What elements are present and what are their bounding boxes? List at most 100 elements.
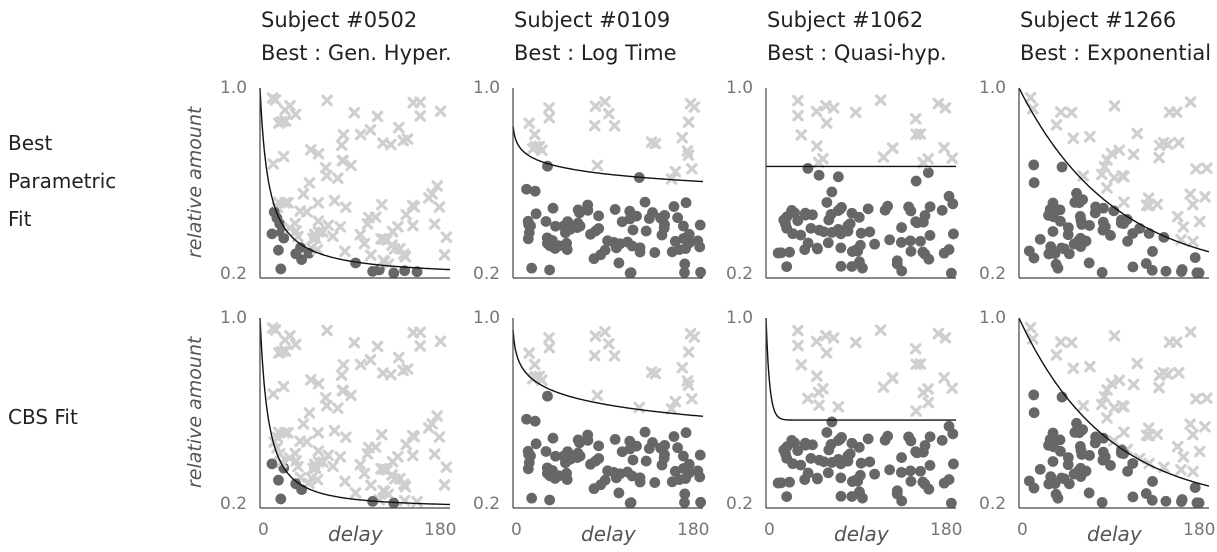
immediate-choice-marker xyxy=(919,440,931,451)
immediate-choice-marker xyxy=(624,435,636,447)
immediate-choice-marker xyxy=(948,458,959,470)
later-choice-marker xyxy=(358,237,371,250)
y-tick-label: 0.2 xyxy=(726,264,754,284)
immediate-choice-marker xyxy=(891,258,903,270)
immediate-choice-marker xyxy=(784,246,795,258)
later-choice-marker xyxy=(414,96,426,109)
immediate-choice-marker xyxy=(911,447,923,459)
later-choice-marker xyxy=(649,137,662,150)
later-choice-marker xyxy=(1084,130,1096,143)
later-choice-marker xyxy=(1084,360,1096,373)
later-choice-marker xyxy=(1153,381,1165,394)
immediate-choice-marker xyxy=(674,244,685,256)
immediate-choice-marker xyxy=(672,212,684,224)
later-choice-marker xyxy=(377,484,390,497)
immediate-choice-marker xyxy=(627,454,639,466)
later-choice-marker xyxy=(1050,349,1063,361)
immediate-choice-marker xyxy=(1075,445,1087,456)
immediate-choice-marker xyxy=(273,474,284,486)
subject-id: Subject #1266 xyxy=(1020,8,1177,32)
later-choice-marker xyxy=(294,205,306,217)
later-choice-marker xyxy=(273,117,285,129)
immediate-choice-marker xyxy=(1097,216,1109,228)
y-tick-label: 1.0 xyxy=(726,308,754,328)
later-choice-marker xyxy=(303,177,316,189)
later-choice-marker xyxy=(1131,357,1144,370)
subject-id: Subject #0109 xyxy=(514,8,671,32)
later-choice-marker xyxy=(279,197,291,209)
later-choice-marker xyxy=(267,158,280,170)
x-tick-label: 0 xyxy=(764,520,775,540)
immediate-choice-marker xyxy=(572,434,584,446)
immediate-choice-marker xyxy=(1052,262,1064,274)
y-tick-label: 0.2 xyxy=(220,264,248,284)
x-tick-label: 180 xyxy=(1183,520,1216,540)
later-choice-marker xyxy=(682,116,695,128)
later-choice-marker xyxy=(676,361,689,374)
scatter-panel xyxy=(512,88,707,279)
subject-title-0502: Subject #0502 Best : Gen. Hyper. xyxy=(261,4,452,70)
later-choice-marker xyxy=(297,188,310,200)
later-choice-marker xyxy=(392,351,405,364)
scatter-panel xyxy=(512,318,707,509)
later-choice-marker xyxy=(375,198,388,211)
immediate-choice-marker xyxy=(1077,194,1088,206)
immediate-choice-marker xyxy=(786,205,798,216)
y-tick-label: 1.0 xyxy=(473,308,501,328)
x-axis-label: delay xyxy=(1087,522,1142,546)
immediate-choice-marker xyxy=(795,229,807,241)
immediate-choice-marker xyxy=(593,440,604,452)
immediate-choice-marker xyxy=(1191,267,1203,279)
immediate-choice-marker xyxy=(795,459,807,471)
immediate-choice-marker xyxy=(640,455,652,467)
later-choice-marker xyxy=(365,479,377,491)
later-choice-marker xyxy=(312,215,325,227)
later-choice-marker xyxy=(1201,392,1213,404)
immediate-choice-marker xyxy=(943,190,955,202)
later-choice-marker xyxy=(1027,103,1039,115)
later-choice-marker xyxy=(910,128,923,141)
later-choice-marker xyxy=(423,422,435,434)
later-choice-marker xyxy=(1170,106,1183,119)
immediate-choice-marker xyxy=(855,227,867,239)
immediate-choice-marker xyxy=(674,474,685,486)
immediate-choice-marker xyxy=(266,458,278,470)
later-choice-marker xyxy=(676,131,689,144)
subject-title-1266: Subject #1266 Best : Exponential xyxy=(1020,4,1211,70)
later-choice-marker xyxy=(591,389,604,402)
later-choice-marker xyxy=(1153,139,1166,152)
subject-id: Subject #0502 xyxy=(261,8,418,32)
later-choice-marker xyxy=(1077,400,1090,412)
later-choice-marker xyxy=(289,338,302,351)
later-choice-marker xyxy=(1184,188,1196,201)
immediate-choice-marker xyxy=(842,225,854,237)
later-choice-marker xyxy=(1199,421,1211,433)
x-tick-label: 0 xyxy=(258,520,269,540)
later-choice-marker xyxy=(665,403,678,415)
later-choice-marker xyxy=(811,370,823,382)
immediate-choice-marker xyxy=(818,456,830,468)
immediate-choice-marker xyxy=(917,246,929,258)
later-choice-marker xyxy=(322,219,334,232)
later-choice-marker xyxy=(399,480,412,493)
immediate-choice-marker xyxy=(943,420,955,432)
later-choice-marker xyxy=(1108,330,1121,342)
immediate-choice-marker xyxy=(854,486,865,498)
later-choice-marker xyxy=(1190,393,1202,405)
later-choice-marker xyxy=(331,172,344,184)
immediate-choice-marker xyxy=(692,465,704,477)
later-choice-marker xyxy=(877,381,890,393)
immediate-choice-marker xyxy=(296,254,308,266)
immediate-choice-marker xyxy=(679,258,691,270)
later-choice-marker xyxy=(303,407,316,419)
later-choice-marker xyxy=(312,147,325,160)
immediate-choice-marker xyxy=(911,217,923,229)
later-choice-marker xyxy=(1171,210,1184,223)
later-choice-marker xyxy=(669,165,682,178)
x-axis-label: delay xyxy=(834,522,889,546)
later-choice-marker xyxy=(1050,119,1063,131)
later-choice-marker xyxy=(523,347,535,359)
immediate-choice-marker xyxy=(938,247,950,259)
later-choice-marker xyxy=(922,396,935,409)
immediate-choice-marker xyxy=(564,223,576,235)
